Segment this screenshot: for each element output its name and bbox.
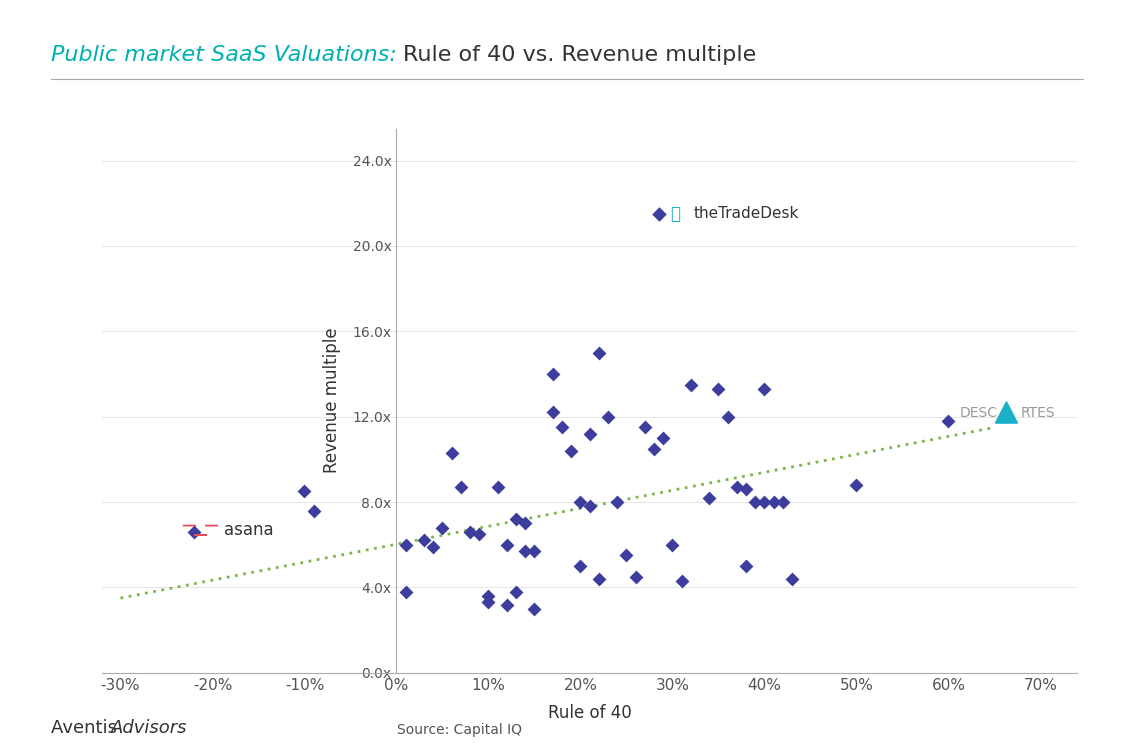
Point <box>525 545 543 557</box>
Point <box>480 590 498 602</box>
Point <box>617 550 635 562</box>
Point <box>489 481 507 493</box>
Point <box>590 573 608 585</box>
Text: Aventis: Aventis <box>51 719 122 737</box>
Text: asana: asana <box>223 521 273 539</box>
Point <box>507 586 525 598</box>
Point <box>764 496 782 508</box>
Point <box>516 545 534 557</box>
Point <box>433 522 451 534</box>
Polygon shape <box>996 401 1017 423</box>
Point <box>397 586 415 598</box>
Point <box>462 526 480 538</box>
Point <box>650 208 668 220</box>
Point <box>516 517 534 529</box>
Point <box>471 528 489 540</box>
Point <box>636 421 654 433</box>
Point <box>581 500 599 513</box>
Point <box>590 346 608 358</box>
Point <box>719 411 737 423</box>
Point <box>562 445 581 457</box>
Point <box>654 432 672 444</box>
Point <box>627 571 645 583</box>
Point <box>581 428 599 440</box>
Point <box>451 481 469 493</box>
Point <box>480 596 498 609</box>
Point <box>682 379 700 391</box>
Point <box>185 526 203 538</box>
Point <box>544 407 562 419</box>
Text: DESC: DESC <box>959 407 998 420</box>
Point <box>295 485 313 497</box>
Point <box>608 496 626 508</box>
Point <box>773 496 792 508</box>
Point <box>728 481 746 493</box>
Point <box>847 479 865 491</box>
Point <box>700 491 718 503</box>
Point <box>553 421 572 433</box>
Point <box>507 513 525 525</box>
Point <box>525 603 543 615</box>
Text: Public market SaaS Valuations:: Public market SaaS Valuations: <box>51 45 397 65</box>
Point <box>572 496 590 508</box>
Text: Advisors: Advisors <box>111 719 187 737</box>
Point <box>939 415 957 427</box>
Point <box>544 368 562 380</box>
Text: Rule of 40 vs. Revenue multiple: Rule of 40 vs. Revenue multiple <box>403 45 756 65</box>
Point <box>498 539 516 551</box>
Point <box>746 496 764 508</box>
Point <box>663 539 682 551</box>
Point <box>572 560 590 572</box>
Text: theTradeDesk: theTradeDesk <box>694 206 799 222</box>
Point <box>424 541 442 553</box>
Point <box>305 504 323 516</box>
Point <box>710 383 728 395</box>
Point <box>599 411 617 423</box>
Point <box>782 573 801 585</box>
Text: ⏻: ⏻ <box>670 205 679 223</box>
Point <box>755 496 773 508</box>
Point <box>442 447 460 459</box>
Text: RTES: RTES <box>1021 407 1055 420</box>
Point <box>397 539 415 551</box>
Text: Source: Capital IQ: Source: Capital IQ <box>397 723 522 737</box>
Point <box>755 383 773 395</box>
Point <box>672 575 691 587</box>
Point <box>645 443 663 455</box>
Point <box>737 560 755 572</box>
Point <box>737 483 755 495</box>
Y-axis label: Revenue multiple: Revenue multiple <box>323 328 341 473</box>
Point <box>415 534 433 547</box>
X-axis label: Rule of 40: Rule of 40 <box>548 704 632 722</box>
Point <box>498 599 516 611</box>
